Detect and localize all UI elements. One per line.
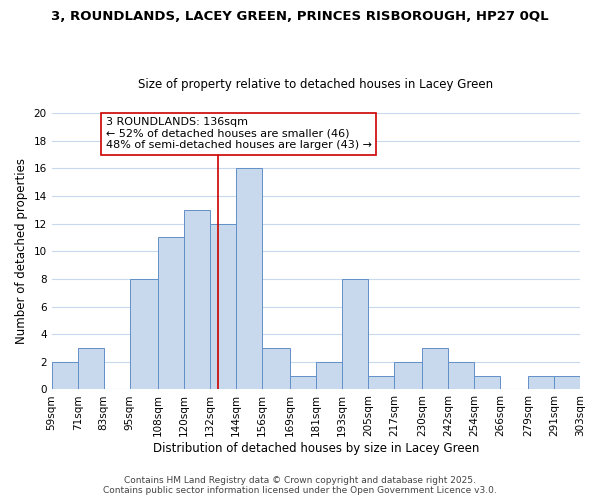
Bar xyxy=(236,168,262,390)
Bar xyxy=(422,348,448,390)
Bar xyxy=(368,376,394,390)
Bar xyxy=(474,376,500,390)
Bar xyxy=(210,224,236,390)
Text: Contains HM Land Registry data © Crown copyright and database right 2025.
Contai: Contains HM Land Registry data © Crown c… xyxy=(103,476,497,495)
Bar xyxy=(316,362,342,390)
Title: Size of property relative to detached houses in Lacey Green: Size of property relative to detached ho… xyxy=(138,78,493,91)
Bar xyxy=(158,238,184,390)
Bar xyxy=(290,376,316,390)
Y-axis label: Number of detached properties: Number of detached properties xyxy=(15,158,28,344)
Bar xyxy=(448,362,474,390)
X-axis label: Distribution of detached houses by size in Lacey Green: Distribution of detached houses by size … xyxy=(152,442,479,455)
Bar xyxy=(262,348,290,390)
Bar xyxy=(554,376,580,390)
Bar xyxy=(77,348,104,390)
Text: 3 ROUNDLANDS: 136sqm
← 52% of detached houses are smaller (46)
48% of semi-detac: 3 ROUNDLANDS: 136sqm ← 52% of detached h… xyxy=(106,117,372,150)
Bar xyxy=(184,210,210,390)
Bar xyxy=(342,279,368,390)
Bar xyxy=(130,279,158,390)
Text: 3, ROUNDLANDS, LACEY GREEN, PRINCES RISBOROUGH, HP27 0QL: 3, ROUNDLANDS, LACEY GREEN, PRINCES RISB… xyxy=(51,10,549,23)
Bar xyxy=(52,362,77,390)
Bar xyxy=(394,362,422,390)
Bar xyxy=(528,376,554,390)
